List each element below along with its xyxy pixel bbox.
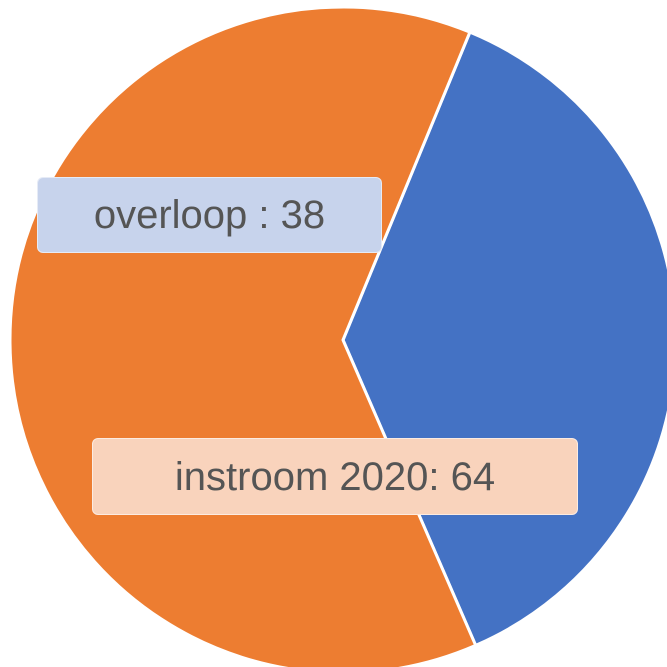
data-label-instroom-2020: instroom 2020: 64 — [92, 438, 578, 515]
data-label-overloop: overloop : 38 — [37, 177, 382, 253]
